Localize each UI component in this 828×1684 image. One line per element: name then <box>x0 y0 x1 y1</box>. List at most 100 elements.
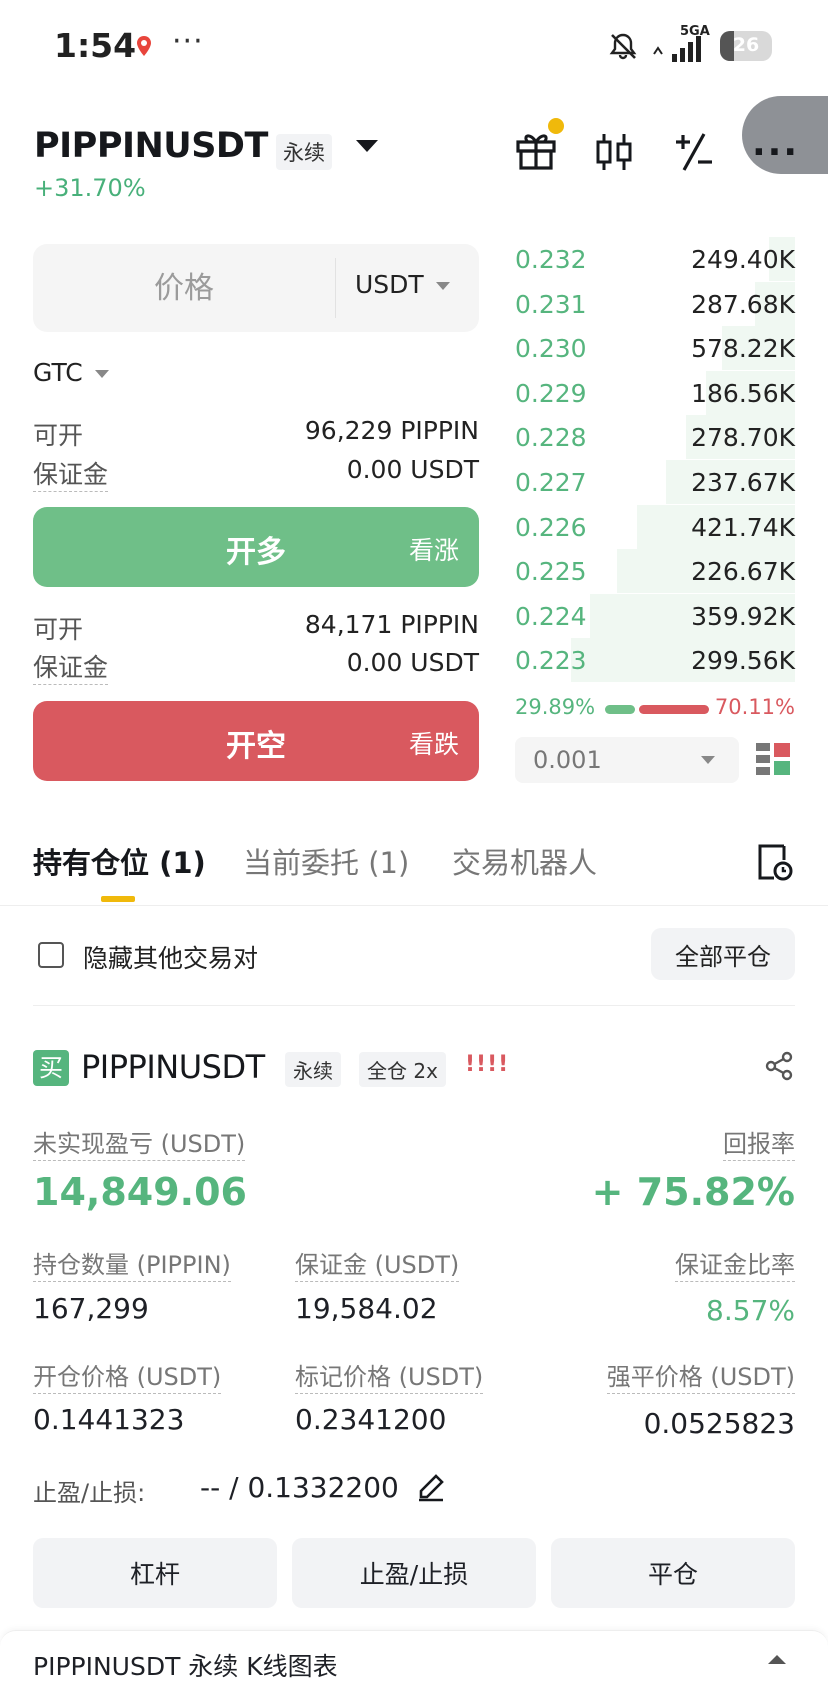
hide-other-pairs-label[interactable]: 隐藏其他交易对 <box>83 944 259 973</box>
chevron-up-icon[interactable] <box>768 1655 786 1664</box>
precision-select[interactable]: 0.001 <box>515 737 739 783</box>
price-unit-select[interactable]: USDT <box>355 270 450 299</box>
order-book-row[interactable]: 0.224 359.92K <box>515 593 795 638</box>
input-divider <box>335 258 336 318</box>
status-time: 1:54 <box>54 26 137 65</box>
bid-price: 0.231 <box>515 289 587 319</box>
bid-price: 0.227 <box>515 468 587 497</box>
order-book-row[interactable]: 0.232 249.40K <box>515 237 795 281</box>
buy-sell-ratio: 29.89% 70.11% <box>515 695 795 725</box>
position-margin-value: 19,584.02 <box>295 1292 438 1325</box>
order-book-row[interactable]: 0.227 237.67K <box>515 460 795 504</box>
open-short-label: 开空 <box>226 729 286 764</box>
position-size-label[interactable]: 持仓数量 (PIPPIN) <box>33 1245 231 1282</box>
order-book-row[interactable]: 0.225 226.67K <box>515 549 795 594</box>
bid-price: 0.232 <box>515 245 587 274</box>
buy-ratio-bar <box>605 705 635 714</box>
mark-price-value: 0.2341200 <box>295 1403 447 1436</box>
tab-trading-bots[interactable]: 交易机器人 <box>452 846 598 880</box>
position-symbol[interactable]: PIPPINUSDT <box>81 1048 265 1086</box>
kline-chart-bar[interactable]: PIPPINUSDT 永续 K线图表 <box>0 1630 828 1684</box>
bid-price: 0.229 <box>515 378 587 408</box>
symbol-dropdown-icon[interactable] <box>356 140 378 152</box>
position-contract-tag: 永续 <box>285 1052 341 1087</box>
leverage-button[interactable]: 杠杆 <box>33 1538 277 1608</box>
risk-alert: !!!! <box>465 1052 510 1077</box>
position-margin-label[interactable]: 保证金 (USDT) <box>295 1245 460 1282</box>
open-short-sub: 看跌 <box>408 730 459 759</box>
chevron-down-icon <box>94 370 109 378</box>
order-book-row[interactable]: 0.231 287.68K <box>515 281 795 326</box>
location-app-icon <box>137 36 151 56</box>
tab-positions[interactable]: 持有仓位 (1) <box>33 846 206 880</box>
bid-price: 0.225 <box>515 557 587 587</box>
bid-quantity: 578.22K <box>691 334 795 364</box>
bid-quantity: 237.67K <box>691 468 795 497</box>
margin-mode-tag[interactable]: 全仓 2x <box>359 1052 446 1087</box>
order-book-row[interactable]: 0.228 278.70K <box>515 415 795 460</box>
margin-ratio-label[interactable]: 保证金比率 <box>675 1245 795 1282</box>
price-input[interactable] <box>33 244 335 332</box>
order-book-row[interactable]: 0.223 299.56K <box>515 638 795 683</box>
depth-bar <box>722 326 795 371</box>
entry-price-label[interactable]: 开仓价格 (USDT) <box>33 1357 222 1394</box>
order-book-row[interactable]: 0.229 186.56K <box>515 370 795 415</box>
sell-ratio: 70.11% <box>714 695 795 719</box>
bid-quantity: 421.74K <box>691 512 795 542</box>
close-position-button[interactable]: 平仓 <box>551 1538 795 1608</box>
share-icon[interactable] <box>763 1050 795 1082</box>
bid-price: 0.226 <box>515 512 587 542</box>
order-book-row[interactable]: 0.226 421.74K <box>515 504 795 549</box>
short-margin-label[interactable]: 保证金 <box>33 648 109 685</box>
bid-quantity: 226.67K <box>691 557 795 587</box>
candlestick-icon[interactable] <box>592 130 636 174</box>
signal-indicator: 5GA <box>646 24 712 66</box>
chevron-down-icon <box>435 282 450 290</box>
battery-indicator: 26 <box>720 31 772 61</box>
short-margin-value: 0.00 USDT <box>346 648 479 677</box>
price-input-group: USDT <box>33 244 479 332</box>
gift-notification-dot <box>548 118 564 134</box>
open-long-sub: 看涨 <box>408 536 459 565</box>
precision-value: 0.001 <box>533 746 602 774</box>
status-icons: 5GA 26 <box>608 24 772 66</box>
time-in-force-select[interactable]: GTC <box>33 358 109 387</box>
roe-label[interactable]: 回报率 <box>723 1124 795 1161</box>
side-badge: 买 <box>33 1050 69 1086</box>
more-notifications-icon: ··· <box>172 24 204 59</box>
depth-layout-icon[interactable] <box>756 741 792 777</box>
open-short-button[interactable]: 开空 看跌 <box>33 701 479 781</box>
unrealized-pnl-value: 14,849.06 <box>33 1170 247 1214</box>
mute-bell-icon <box>609 33 637 60</box>
depth-bar <box>706 370 795 415</box>
symbol-title[interactable]: PIPPINUSDT <box>34 126 268 166</box>
tpsl-button[interactable]: 止盈/止损 <box>292 1538 536 1608</box>
position-tabs: 持有仓位 (1) 当前委托 (1) 交易机器人 <box>0 840 828 906</box>
edit-icon[interactable] <box>416 1472 446 1502</box>
tpsl-value: -- / 0.1332200 <box>200 1471 399 1504</box>
close-all-button[interactable]: 全部平仓 <box>651 928 795 980</box>
status-bar: 1:54 ··· 5GA 26 <box>0 0 828 92</box>
liq-price-label[interactable]: 强平价格 (USDT) <box>606 1357 795 1394</box>
liq-price-value: 0.0525823 <box>643 1407 795 1440</box>
hide-other-pairs-checkbox[interactable] <box>38 942 64 968</box>
roe-value: + 75.82% <box>591 1170 795 1214</box>
more-icon[interactable]: ··· <box>752 132 800 173</box>
price-change: +31.70% <box>34 174 146 202</box>
open-long-label: 开多 <box>226 535 286 570</box>
order-book-row[interactable]: 0.230 578.22K <box>515 326 795 371</box>
open-long-button[interactable]: 开多 看涨 <box>33 507 479 587</box>
long-margin-label[interactable]: 保证金 <box>33 455 109 492</box>
order-history-icon[interactable] <box>754 842 794 882</box>
depth-bar <box>617 549 795 594</box>
plus-minus-icon[interactable] <box>672 130 716 174</box>
floating-assistant-bubble[interactable] <box>742 96 828 174</box>
kline-title: PIPPINUSDT 永续 K线图表 <box>33 1652 338 1681</box>
unrealized-pnl-label[interactable]: 未实现盈亏 (USDT) <box>33 1124 246 1161</box>
gift-icon[interactable] <box>514 128 558 172</box>
mark-price-label[interactable]: 标记价格 (USDT) <box>295 1357 484 1394</box>
depth-bar <box>755 281 795 326</box>
tab-open-orders[interactable]: 当前委托 (1) <box>243 846 410 880</box>
battery-level: 26 <box>732 34 760 56</box>
bid-quantity: 249.40K <box>691 245 795 274</box>
